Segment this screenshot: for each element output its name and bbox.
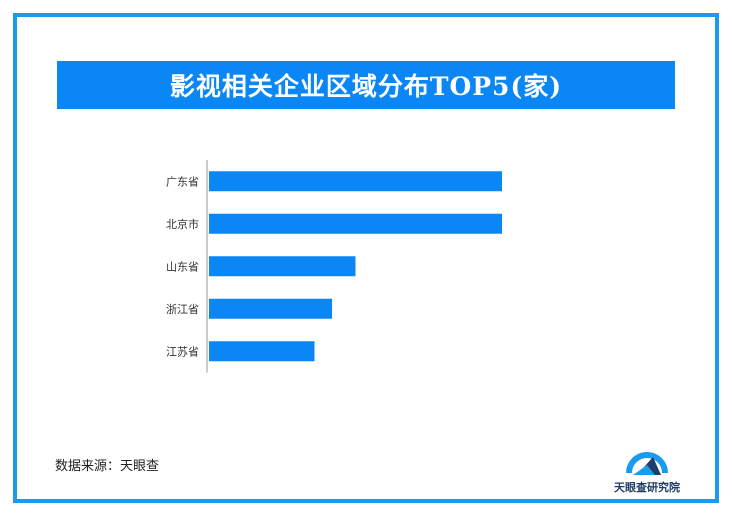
bar: [209, 171, 502, 192]
logo-text: 天眼查研究院: [614, 481, 680, 494]
bar: [209, 341, 315, 362]
chart-frame: 影视相关企业区域分布TOP5(家) 广东省北京市山东省浙江省江苏省 数据来源：天…: [13, 13, 719, 503]
title-bar: 影视相关企业区域分布TOP5(家): [57, 61, 675, 109]
data-source: 数据来源：天眼查: [55, 459, 160, 474]
bar: [209, 213, 502, 234]
bar: [209, 298, 333, 319]
category-label: 广东省: [166, 175, 199, 188]
chart-title: 影视相关企业区域分布TOP5(家): [169, 72, 563, 101]
category-label: 浙江省: [166, 303, 199, 316]
category-label: 山东省: [166, 260, 199, 273]
category-label: 江苏省: [166, 345, 199, 358]
tianyancha-logo: 天眼查研究院: [607, 439, 687, 499]
bar: [209, 256, 356, 277]
category-label: 北京市: [166, 217, 199, 231]
tianyancha-logo-icon: [626, 452, 668, 475]
